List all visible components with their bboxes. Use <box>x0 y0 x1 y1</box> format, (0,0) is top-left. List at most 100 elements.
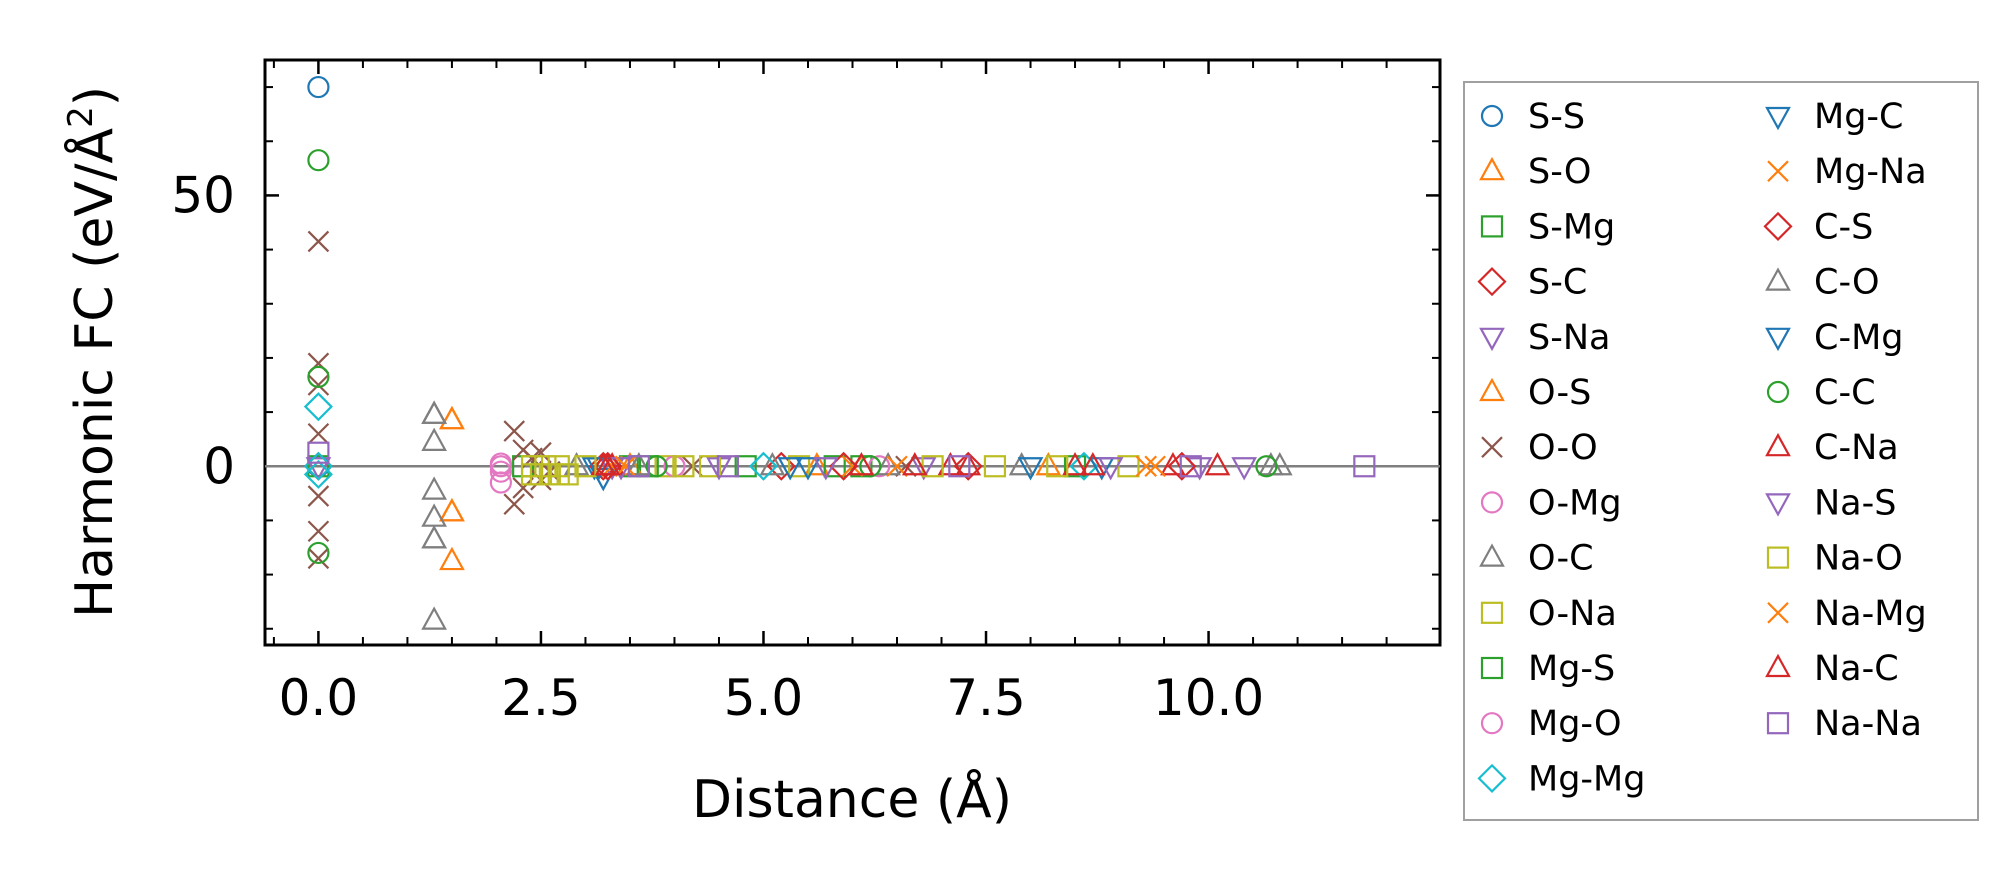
point-na-o <box>574 455 597 478</box>
x-tick-label: 0.0 <box>279 669 359 727</box>
point-s-c <box>953 451 983 481</box>
legend-item-s-na: S-Na <box>1479 318 1610 358</box>
legend-label-o-o: O-O <box>1528 428 1598 468</box>
legend-marker-na-mg <box>1767 602 1789 624</box>
legend-label-mg-c: Mg-C <box>1814 97 1903 137</box>
point-na-na <box>948 455 971 478</box>
legend-item-o-c: O-C <box>1479 539 1594 579</box>
legend-item-o-na: O-Na <box>1480 594 1617 634</box>
legend-item-mg-c: Mg-C <box>1765 97 1903 137</box>
legend-marker-na-o <box>1766 546 1790 569</box>
point-o-o <box>307 374 330 396</box>
legend-item-na-mg: Na-Mg <box>1767 594 1927 634</box>
legend-label-o-na: O-Na <box>1528 594 1617 634</box>
legend-marker-o-na <box>1480 601 1504 624</box>
point-na-na <box>716 455 739 478</box>
point-o-o <box>307 230 330 253</box>
legend-item-o-mg: O-Mg <box>1480 483 1622 523</box>
legend-item-s-mg: S-Mg <box>1480 207 1615 247</box>
y-tick-label: 0 <box>203 437 235 495</box>
legend-marker-mg-s <box>1480 656 1504 680</box>
legend-item-c-na: C-Na <box>1765 428 1899 468</box>
point-mg-mg <box>303 459 333 489</box>
point-na-o <box>547 455 570 478</box>
legend-marker-s-o <box>1479 156 1505 181</box>
legend-label-s-c: S-C <box>1528 263 1587 303</box>
data-points <box>303 75 1376 630</box>
y-axis-title-superscript: 2 <box>61 106 101 128</box>
point-na-o <box>520 455 544 478</box>
point-o-o <box>307 422 330 445</box>
legend-marker-o-mg <box>1480 491 1504 514</box>
point-c-o <box>421 400 447 424</box>
axis-ticks <box>265 60 1440 645</box>
point-mg-c <box>1017 457 1044 481</box>
legend-marker-na-s <box>1765 493 1791 517</box>
point-mg-na <box>1135 455 1158 478</box>
point-c-c <box>645 455 668 478</box>
point-c-o <box>626 451 652 476</box>
legend-label-o-s: O-S <box>1528 373 1591 413</box>
legend-marker-mg-mg <box>1477 763 1507 793</box>
point-o-c <box>421 606 447 630</box>
legend: S-S S-O S-Mg S-C S-Na O-S O-O O-Mg O-C O-Na Mg-S Mg… <box>1477 97 1927 799</box>
point-na-na <box>1353 455 1376 478</box>
point-mg-o <box>489 455 512 478</box>
point-c-s <box>1167 451 1197 481</box>
point-o-mg <box>489 471 512 494</box>
legend-marker-s-na <box>1479 327 1505 352</box>
point-o-na <box>983 455 1007 478</box>
point-mg-mg <box>303 392 333 422</box>
point-na-o <box>1046 455 1069 478</box>
point-mg-c <box>777 457 804 481</box>
point-o-o <box>503 420 526 442</box>
y-tick-label: 50 <box>171 166 235 224</box>
legend-label-c-na: C-Na <box>1814 428 1899 468</box>
point-c-na <box>1062 451 1088 476</box>
point-c-c <box>307 149 330 172</box>
point-o-c <box>759 451 786 476</box>
legend-item-s-s: S-S <box>1480 97 1585 137</box>
legend-item-na-na: Na-Na <box>1766 704 1922 744</box>
legend-marker-c-c <box>1766 380 1790 404</box>
x-tick-label: 5.0 <box>724 669 804 727</box>
legend-item-mg-mg: Mg-Mg <box>1477 759 1645 799</box>
x-tick-label: 2.5 <box>501 669 581 727</box>
legend-marker-c-na <box>1765 432 1791 457</box>
legend-item-c-o: C-O <box>1765 263 1880 303</box>
legend-marker-s-s <box>1480 104 1504 128</box>
legend-label-mg-mg: Mg-Mg <box>1528 759 1645 799</box>
legend-label-c-mg: C-Mg <box>1814 318 1903 358</box>
legend-label-na-s: Na-S <box>1814 483 1896 523</box>
point-mg-s <box>823 455 846 478</box>
legend-label-c-c: C-C <box>1814 373 1876 413</box>
legend-label-na-na: Na-Na <box>1814 704 1922 744</box>
legend-label-o-mg: O-Mg <box>1528 483 1622 523</box>
legend-marker-mg-na <box>1767 160 1789 182</box>
point-na-na <box>1179 455 1202 478</box>
point-o-o <box>307 485 330 507</box>
point-o-o <box>307 547 330 570</box>
point-o-c <box>421 476 447 500</box>
point-o-o <box>307 520 330 543</box>
legend-marker-o-o <box>1481 436 1503 458</box>
point-na-c <box>901 451 928 476</box>
point-na-o <box>698 455 722 478</box>
legend-label-s-mg: S-Mg <box>1528 207 1615 247</box>
point-c-c <box>307 541 330 565</box>
legend-marker-mg-o <box>1480 712 1504 735</box>
point-o-s <box>804 451 830 476</box>
legend-label-s-na: S-Na <box>1528 318 1610 358</box>
point-o-na <box>787 455 811 478</box>
legend-item-mg-o: Mg-O <box>1480 704 1622 744</box>
point-c-o <box>1266 451 1293 476</box>
y-axis-title-close: ) <box>65 86 125 106</box>
point-na-s <box>1097 457 1124 481</box>
point-s-mg <box>734 455 757 478</box>
point-o-mg <box>489 460 512 483</box>
point-s-s <box>307 75 330 99</box>
point-na-c <box>1079 451 1106 476</box>
legend-item-s-o: S-O <box>1479 152 1591 192</box>
point-o-o <box>503 493 526 515</box>
point-o-c <box>421 427 447 451</box>
